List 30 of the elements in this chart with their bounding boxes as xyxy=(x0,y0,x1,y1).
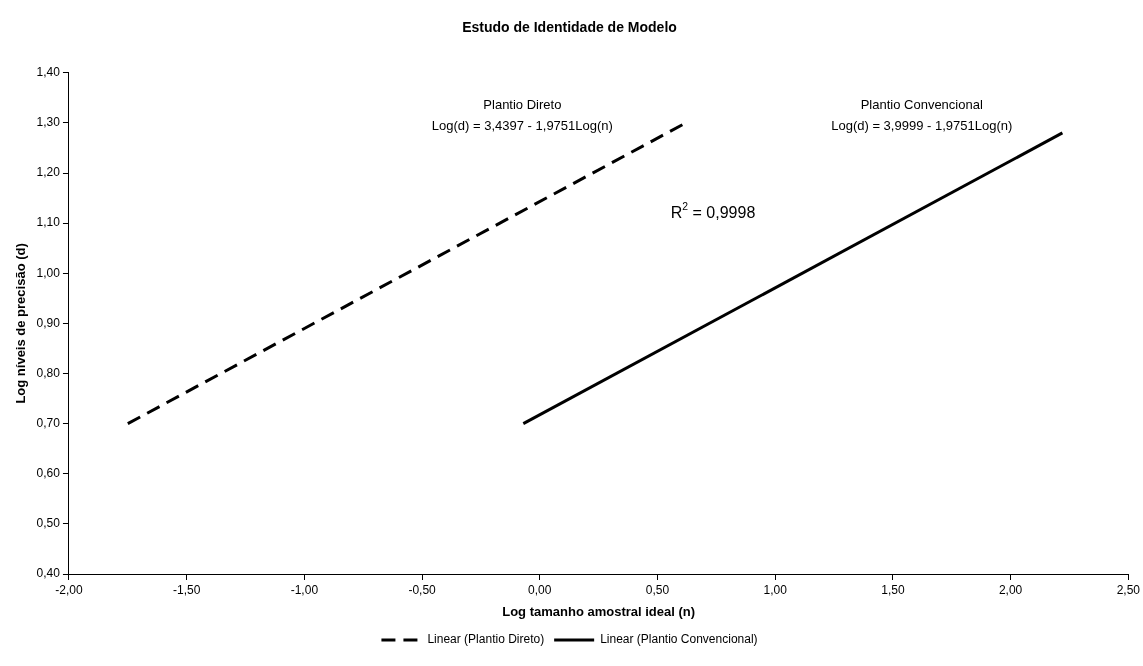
x-tick-label: -1,00 xyxy=(290,582,319,597)
chart-title: Estudo de Identidade de Modelo xyxy=(462,19,677,36)
y-tick-label: 0,90 xyxy=(36,315,61,330)
y-tick-label: 0,50 xyxy=(36,516,61,531)
x-tick-label: -1,50 xyxy=(172,582,201,597)
legend-label: Linear (Plantio Direto) xyxy=(427,632,545,647)
y-tick-label: 0,80 xyxy=(36,365,61,380)
y-tick-label: 1,20 xyxy=(36,165,61,180)
x-tick-label: 2,50 xyxy=(1116,582,1141,597)
y-tick-label: 0,60 xyxy=(36,466,61,481)
annotation: Plantio Direto xyxy=(483,97,562,113)
annotation: Plantio Convencional xyxy=(860,97,983,113)
y-tick-label: 1,00 xyxy=(36,265,61,280)
x-tick-label: 0,00 xyxy=(528,582,552,597)
y-tick-label: 0,40 xyxy=(36,566,61,581)
y-tick-label: 1,30 xyxy=(36,115,61,130)
x-tick-label: 1,00 xyxy=(763,582,788,597)
y-tick-label: 1,10 xyxy=(36,215,61,230)
x-tick-label: 2,00 xyxy=(998,582,1023,597)
annotation: Log(d) = 3,9999 - 1,9751Log(n) xyxy=(831,117,1013,133)
y-tick-label: 1,40 xyxy=(36,65,61,80)
x-tick-label: 1,50 xyxy=(881,582,905,597)
x-tick-label: -2,00 xyxy=(55,582,83,597)
y-axis-title: Log níveis de precisão (d) xyxy=(13,243,29,404)
x-tick-label: 0,50 xyxy=(645,582,670,597)
x-tick-label: -0,50 xyxy=(408,582,437,597)
legend-label: Linear (Plantio Convencional) xyxy=(600,632,758,647)
x-axis-title: Log tamanho amostral ideal (n) xyxy=(502,603,696,619)
y-tick-label: 0,70 xyxy=(36,415,61,430)
annotation: Log(d) = 3,4397 - 1,9751Log(n) xyxy=(431,117,613,133)
